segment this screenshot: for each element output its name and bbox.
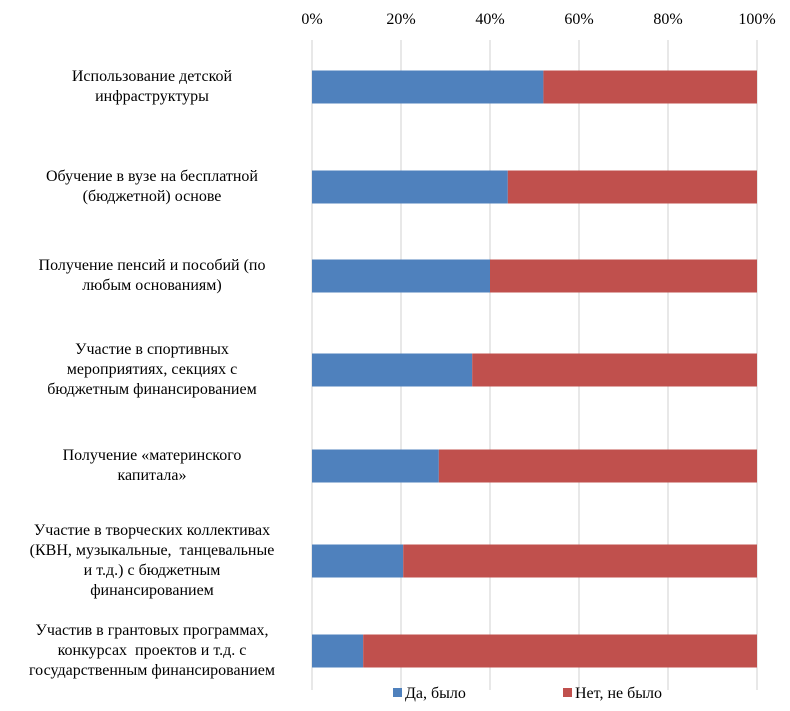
bar-no-3 [472,353,757,387]
bar-yes-2 [312,259,490,293]
x-axis-ticks: 0% 20% 40% 60% 80% 100% [301,11,775,28]
bar-yes-0 [312,70,544,104]
bar-yes-1 [312,170,508,204]
legend-swatch-no [563,688,572,697]
bar-yes-5 [312,544,404,578]
legend-label-no: Нет, не было [575,685,662,702]
bar-yes-3 [312,353,473,387]
bar-no-4 [438,449,757,483]
x-tick-label: 20% [386,11,415,28]
bar-no-6 [363,634,757,668]
legend-label-yes: Да, было [405,685,466,702]
bar-yes-4 [312,449,439,483]
x-tick-label: 60% [564,11,593,28]
bar-yes-6 [312,634,364,668]
x-tick-label: 100% [738,11,775,28]
bars [312,70,757,668]
bar-no-5 [403,544,757,578]
x-tick-label: 40% [475,11,504,28]
x-tick-label: 0% [301,11,322,28]
legend-swatch-yes [393,688,402,697]
x-tick-label: 80% [653,11,682,28]
bar-no-2 [490,259,757,293]
bar-no-1 [507,170,757,204]
bar-no-0 [543,70,757,104]
legend: Да, было Нет, не было [393,685,662,702]
